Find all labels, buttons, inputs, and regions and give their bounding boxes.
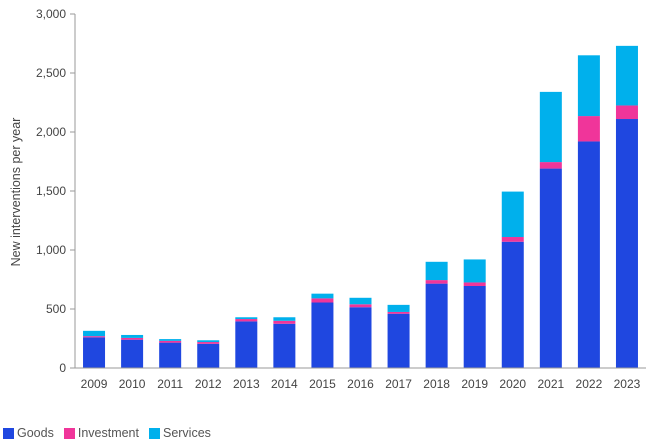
y-axis-title: New interventions per year [9, 118, 23, 267]
x-tick-label: 2016 [347, 377, 374, 391]
x-tick-label: 2019 [461, 377, 488, 391]
bar-services-2023 [615, 45, 638, 106]
legend-item-investment: Investment [63, 426, 139, 440]
bar-goods-2022 [577, 141, 600, 368]
bar-goods-2013 [235, 321, 258, 368]
x-tick-label: 2022 [576, 377, 603, 391]
bar-services-2016 [349, 297, 372, 305]
bar-investment-2017 [387, 311, 410, 314]
y-tick-label: 500 [46, 302, 66, 316]
bar-services-2020 [501, 191, 524, 238]
legend-label: Services [162, 426, 211, 440]
bar-investment-2022 [577, 116, 600, 142]
bar-goods-2023 [615, 119, 638, 369]
legend-swatch [148, 427, 160, 439]
x-tick-label: 2012 [195, 377, 222, 391]
bar-services-2018 [425, 261, 448, 281]
bar-investment-2009 [83, 336, 106, 338]
x-tick-label: 2017 [385, 377, 412, 391]
bar-goods-2009 [83, 337, 106, 368]
bar-goods-2012 [197, 343, 220, 368]
bar-services-2022 [577, 55, 600, 117]
x-tick-label: 2010 [119, 377, 146, 391]
bar-investment-2013 [235, 319, 258, 322]
bar-investment-2012 [197, 342, 220, 344]
bar-goods-2019 [463, 285, 486, 368]
x-tick-label: 2021 [537, 377, 564, 391]
bar-services-2013 [235, 317, 258, 320]
x-tick-label: 2013 [233, 377, 260, 391]
bar-investment-2015 [311, 298, 334, 303]
x-tick-label: 2009 [81, 377, 108, 391]
bar-investment-2014 [273, 320, 296, 324]
bar-goods-2016 [349, 307, 372, 368]
x-axis: 2009 2010 2011 2012 2013 2014 2015 2016 2017 2018… [75, 367, 646, 391]
bar-investment-2018 [425, 280, 448, 284]
bar-goods-2017 [387, 313, 410, 368]
bar-services-2017 [387, 304, 410, 312]
bar-investment-2016 [349, 304, 372, 308]
legend-label: Investment [77, 426, 139, 440]
bar-investment-2011 [159, 340, 182, 343]
bar-goods-2021 [539, 168, 562, 368]
x-tick-label: 2018 [423, 377, 450, 391]
x-tick-label: 2011 [157, 377, 183, 391]
bar-goods-2010 [121, 339, 144, 368]
bar-services-2019 [463, 259, 486, 283]
y-tick-label: 2,500 [36, 66, 66, 80]
bar-investment-2019 [463, 282, 486, 286]
legend-label: Goods [17, 426, 54, 440]
bar-investment-2021 [539, 162, 562, 169]
legend-item-services: Services [148, 426, 211, 440]
bar-goods-2014 [273, 323, 296, 368]
legend-swatch [63, 427, 75, 439]
y-tick-label: 0 [59, 361, 66, 375]
x-tick-label: 2015 [309, 377, 336, 391]
y-tick-label: 1,500 [36, 184, 66, 198]
bar-services-2015 [311, 293, 334, 299]
y-axis: 0 500 1,000 1,500 2,000 2,500 3,000 [36, 7, 76, 375]
bar-investment-2010 [121, 337, 144, 340]
bar-goods-2020 [501, 241, 524, 368]
bar-services-2021 [539, 91, 562, 163]
bar-goods-2018 [425, 283, 448, 368]
bar-services-2014 [273, 317, 296, 321]
x-tick-label: 2023 [614, 377, 641, 391]
legend: Goods Investment Services [3, 426, 211, 440]
bar-investment-2023 [615, 105, 638, 120]
bar-goods-2011 [159, 342, 182, 368]
bars [83, 45, 638, 369]
legend-item-goods: Goods [3, 426, 54, 440]
x-tick-label: 2020 [499, 377, 526, 391]
legend-swatch [3, 427, 14, 439]
x-tick-label: 2014 [271, 377, 298, 391]
y-tick-label: 3,000 [36, 7, 66, 21]
bar-services-2012 [197, 340, 220, 343]
y-tick-label: 1,000 [36, 243, 66, 257]
bar-investment-2020 [501, 237, 524, 242]
bar-services-2011 [159, 339, 182, 341]
bar-services-2010 [121, 334, 144, 338]
y-tick-label: 2,000 [36, 125, 66, 139]
bar-services-2009 [83, 330, 106, 337]
bar-goods-2015 [311, 302, 334, 368]
